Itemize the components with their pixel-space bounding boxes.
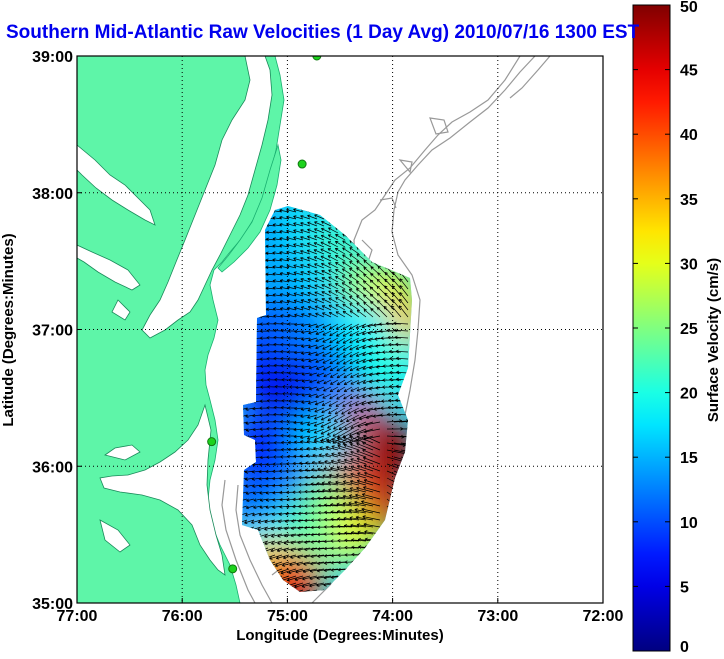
colorbar-tick-label: 15 xyxy=(680,450,698,467)
velocity-cell xyxy=(294,408,355,469)
x-axis-label: Longitude (Degrees:Minutes) xyxy=(236,627,444,644)
station-marker xyxy=(297,159,307,169)
y-axis-label: Latitude (Degrees:Minutes) xyxy=(0,233,17,426)
x-tick-label: 73:00 xyxy=(477,608,518,625)
colorbar-tick-label: 30 xyxy=(680,256,698,273)
x-tick-label: 74:00 xyxy=(372,608,413,625)
y-tick-label: 35:00 xyxy=(32,596,73,613)
colorbar-tick-label: 50 xyxy=(680,0,698,16)
colorbar-tick-label: 5 xyxy=(680,579,689,596)
station-marker xyxy=(312,56,322,61)
y-tick-label: 38:00 xyxy=(32,186,73,203)
colorbar-tick-label: 40 xyxy=(680,127,698,144)
y-tick-label: 37:00 xyxy=(32,323,73,340)
x-tick-label: 76:00 xyxy=(162,608,203,625)
y-tick-label: 36:00 xyxy=(32,459,73,476)
station-marker xyxy=(207,437,217,447)
chart-title: Southern Mid-Atlantic Raw Velocities (1 … xyxy=(6,22,640,43)
colorbar-tick-label: 25 xyxy=(680,321,698,338)
x-axis-ticks: 77:00 76:00 75:00 74:00 73:00 72:00 xyxy=(57,598,624,625)
y-tick-label: 39:00 xyxy=(32,49,73,66)
colorbar-tick-label: 0 xyxy=(680,639,689,656)
colorbar-label: Surface Velocity (cm/s) xyxy=(705,258,722,422)
station-markers xyxy=(207,56,322,574)
x-tick-label: 75:00 xyxy=(267,608,308,625)
colorbar-tick-label: 45 xyxy=(680,63,698,80)
colorbar-tick-label: 35 xyxy=(680,192,698,209)
x-tick-label: 72:00 xyxy=(583,608,624,625)
colorbar-tick-label: 10 xyxy=(680,515,698,532)
bays xyxy=(77,56,273,576)
velocity-field xyxy=(242,206,412,592)
station-marker xyxy=(228,564,238,574)
x-tick-label: 77:00 xyxy=(57,608,98,625)
y-axis-ticks: 39:00 38:00 37:00 36:00 35:00 xyxy=(32,49,82,613)
velocity-cell xyxy=(357,333,412,394)
colorbar-tick-label: 20 xyxy=(680,386,698,403)
